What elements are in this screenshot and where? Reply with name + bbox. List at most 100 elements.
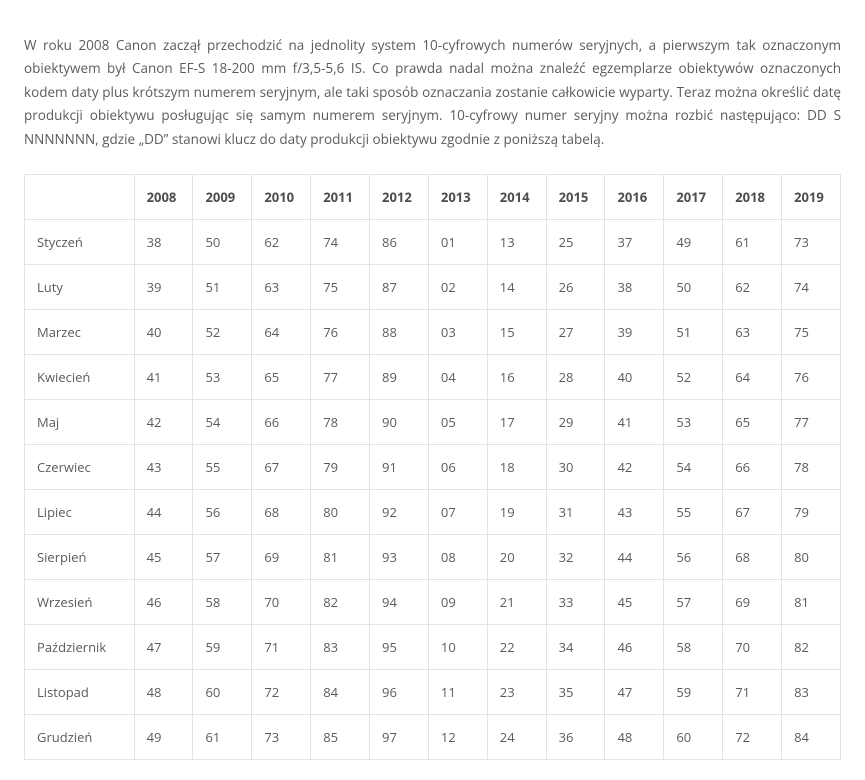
value-cell: 64 [723,354,782,399]
value-cell: 67 [723,489,782,534]
value-cell: 58 [664,624,723,669]
value-cell: 61 [193,714,252,759]
value-cell: 24 [487,714,546,759]
value-cell: 75 [782,309,841,354]
value-cell: 62 [252,219,311,264]
table-header-row: 2008 2009 2010 2011 2012 2013 2014 2015 … [25,174,841,219]
value-cell: 04 [428,354,487,399]
table-header-year: 2018 [723,174,782,219]
value-cell: 52 [193,309,252,354]
value-cell: 54 [193,399,252,444]
value-cell: 68 [252,489,311,534]
month-cell: Październik [25,624,135,669]
value-cell: 75 [311,264,370,309]
value-cell: 63 [723,309,782,354]
value-cell: 40 [605,354,664,399]
value-cell: 19 [487,489,546,534]
value-cell: 67 [252,444,311,489]
value-cell: 91 [370,444,429,489]
value-cell: 71 [252,624,311,669]
value-cell: 27 [546,309,605,354]
value-cell: 83 [782,669,841,714]
table-row: Kwiecień415365778904162840526476 [25,354,841,399]
value-cell: 95 [370,624,429,669]
value-cell: 73 [782,219,841,264]
value-cell: 42 [605,444,664,489]
value-cell: 51 [664,309,723,354]
value-cell: 43 [134,444,193,489]
value-cell: 47 [605,669,664,714]
value-cell: 42 [134,399,193,444]
value-cell: 59 [193,624,252,669]
value-cell: 70 [252,579,311,624]
value-cell: 02 [428,264,487,309]
value-cell: 25 [546,219,605,264]
month-cell: Luty [25,264,135,309]
table-row: Marzec405264768803152739516375 [25,309,841,354]
value-cell: 13 [487,219,546,264]
table-header-empty [25,174,135,219]
value-cell: 85 [311,714,370,759]
value-cell: 53 [664,399,723,444]
value-cell: 96 [370,669,429,714]
table-row: Wrzesień465870829409213345576981 [25,579,841,624]
value-cell: 76 [311,309,370,354]
month-cell: Sierpień [25,534,135,579]
value-cell: 37 [605,219,664,264]
value-cell: 58 [193,579,252,624]
value-cell: 59 [664,669,723,714]
value-cell: 68 [723,534,782,579]
value-cell: 06 [428,444,487,489]
value-cell: 15 [487,309,546,354]
value-cell: 65 [723,399,782,444]
value-cell: 05 [428,399,487,444]
month-cell: Styczeń [25,219,135,264]
value-cell: 71 [723,669,782,714]
value-cell: 63 [252,264,311,309]
month-cell: Maj [25,399,135,444]
value-cell: 78 [311,399,370,444]
value-cell: 54 [664,444,723,489]
table-row: Czerwiec435567799106183042546678 [25,444,841,489]
table-header-year: 2009 [193,174,252,219]
value-cell: 11 [428,669,487,714]
table-header-year: 2013 [428,174,487,219]
value-cell: 90 [370,399,429,444]
value-cell: 49 [664,219,723,264]
table-row: Grudzień496173859712243648607284 [25,714,841,759]
month-cell: Listopad [25,669,135,714]
value-cell: 30 [546,444,605,489]
table-header-year: 2012 [370,174,429,219]
value-cell: 45 [134,534,193,579]
value-cell: 89 [370,354,429,399]
table-header-year: 2014 [487,174,546,219]
value-cell: 76 [782,354,841,399]
table-row: Listopad486072849611233547597183 [25,669,841,714]
value-cell: 07 [428,489,487,534]
value-cell: 14 [487,264,546,309]
table-header-year: 2019 [782,174,841,219]
table-header-year: 2008 [134,174,193,219]
value-cell: 34 [546,624,605,669]
value-cell: 17 [487,399,546,444]
value-cell: 29 [546,399,605,444]
value-cell: 64 [252,309,311,354]
value-cell: 50 [193,219,252,264]
value-cell: 44 [605,534,664,579]
value-cell: 81 [782,579,841,624]
value-cell: 01 [428,219,487,264]
value-cell: 57 [193,534,252,579]
value-cell: 66 [252,399,311,444]
value-cell: 21 [487,579,546,624]
value-cell: 43 [605,489,664,534]
value-cell: 38 [134,219,193,264]
value-cell: 88 [370,309,429,354]
value-cell: 78 [782,444,841,489]
value-cell: 46 [605,624,664,669]
value-cell: 36 [546,714,605,759]
value-cell: 50 [664,264,723,309]
value-cell: 53 [193,354,252,399]
table-header-year: 2011 [311,174,370,219]
value-cell: 86 [370,219,429,264]
value-cell: 97 [370,714,429,759]
